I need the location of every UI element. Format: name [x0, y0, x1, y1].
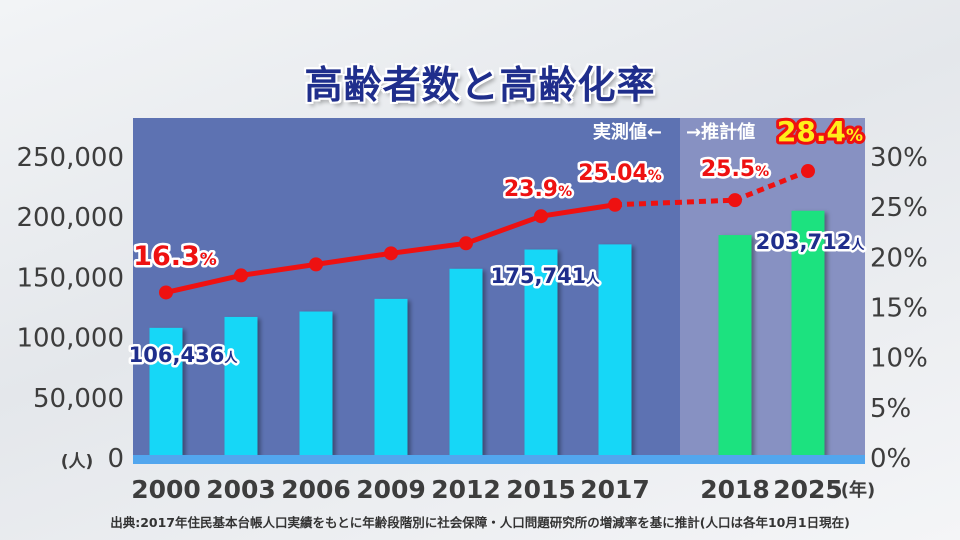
left-tick-label: 50,000	[33, 384, 124, 414]
rate-point-2003	[234, 268, 248, 283]
rate-point-2012	[459, 236, 473, 251]
x-tick-label: 2025	[773, 475, 843, 504]
bar-value-label: 175,741人	[491, 264, 601, 288]
rate-value-label: 25.5%	[701, 157, 769, 182]
x-tick-label: 2018	[700, 475, 770, 504]
rate-value-label: 16.3%	[133, 241, 217, 272]
bar-2025	[791, 210, 825, 456]
left-tick-label: 250,000	[16, 143, 124, 173]
bar-2006	[299, 311, 333, 456]
rate-point-2000	[159, 285, 173, 300]
bar-2012	[449, 268, 483, 456]
source-note: 出典:2017年住民基本台帳人口実績をもとに年齢段階別に社会保障・人口問題研究所…	[110, 515, 850, 530]
rate-point-2006	[309, 257, 323, 272]
right-tick-label: 5%	[870, 394, 911, 424]
x-tick-label: 2009	[356, 475, 426, 504]
x-tick-label: 2015	[506, 475, 576, 504]
right-tick-label: 30%	[870, 143, 928, 173]
bar-value-label: 106,436人	[129, 343, 239, 367]
estimate-label: →推計値	[686, 121, 755, 143]
right-tick-label: 25%	[870, 193, 928, 223]
rate-value-label: 25.04%	[578, 161, 662, 186]
x-tick-label: 2006	[281, 475, 351, 504]
rate-point-2015	[534, 209, 548, 224]
x-tick-label: 2000	[131, 475, 201, 504]
right-tick-label: 10%	[870, 344, 928, 374]
left-tick-label: 150,000	[16, 263, 124, 293]
rate-point-2017	[608, 197, 622, 212]
left-tick-label: 0	[107, 444, 124, 474]
rate-point-2009	[384, 246, 398, 261]
x-axis-unit: (年)	[841, 479, 875, 501]
actual-label: 実測値←	[593, 121, 662, 143]
x-axis-band	[133, 455, 865, 464]
left-axis-unit: (人)	[61, 452, 94, 472]
right-tick-label: 15%	[870, 294, 928, 324]
rate-value-label: 23.9%	[504, 177, 572, 202]
chart-title: 高齢者数と高齢化率	[304, 63, 656, 107]
left-tick-label: 200,000	[16, 203, 124, 233]
right-tick-label: 20%	[870, 243, 928, 273]
bar-2015	[524, 249, 558, 456]
left-tick-label: 100,000	[16, 324, 124, 354]
rate-value-label-highlight: 28.4%	[777, 115, 863, 148]
x-tick-label: 2012	[431, 475, 501, 504]
rate-point-2018	[728, 193, 742, 208]
right-tick-label: 0%	[870, 444, 911, 474]
bar-value-label: 203,712人	[756, 230, 866, 254]
x-tick-label: 2003	[206, 475, 276, 504]
plot-panel-estimate	[680, 118, 865, 456]
bar-2009	[374, 298, 408, 456]
bar-2017	[598, 244, 632, 456]
bar-2018	[718, 235, 752, 456]
rate-point-2025	[801, 164, 815, 179]
bar-2003	[224, 316, 258, 456]
x-tick-label: 2017	[580, 475, 650, 504]
bar-2000	[149, 327, 183, 456]
